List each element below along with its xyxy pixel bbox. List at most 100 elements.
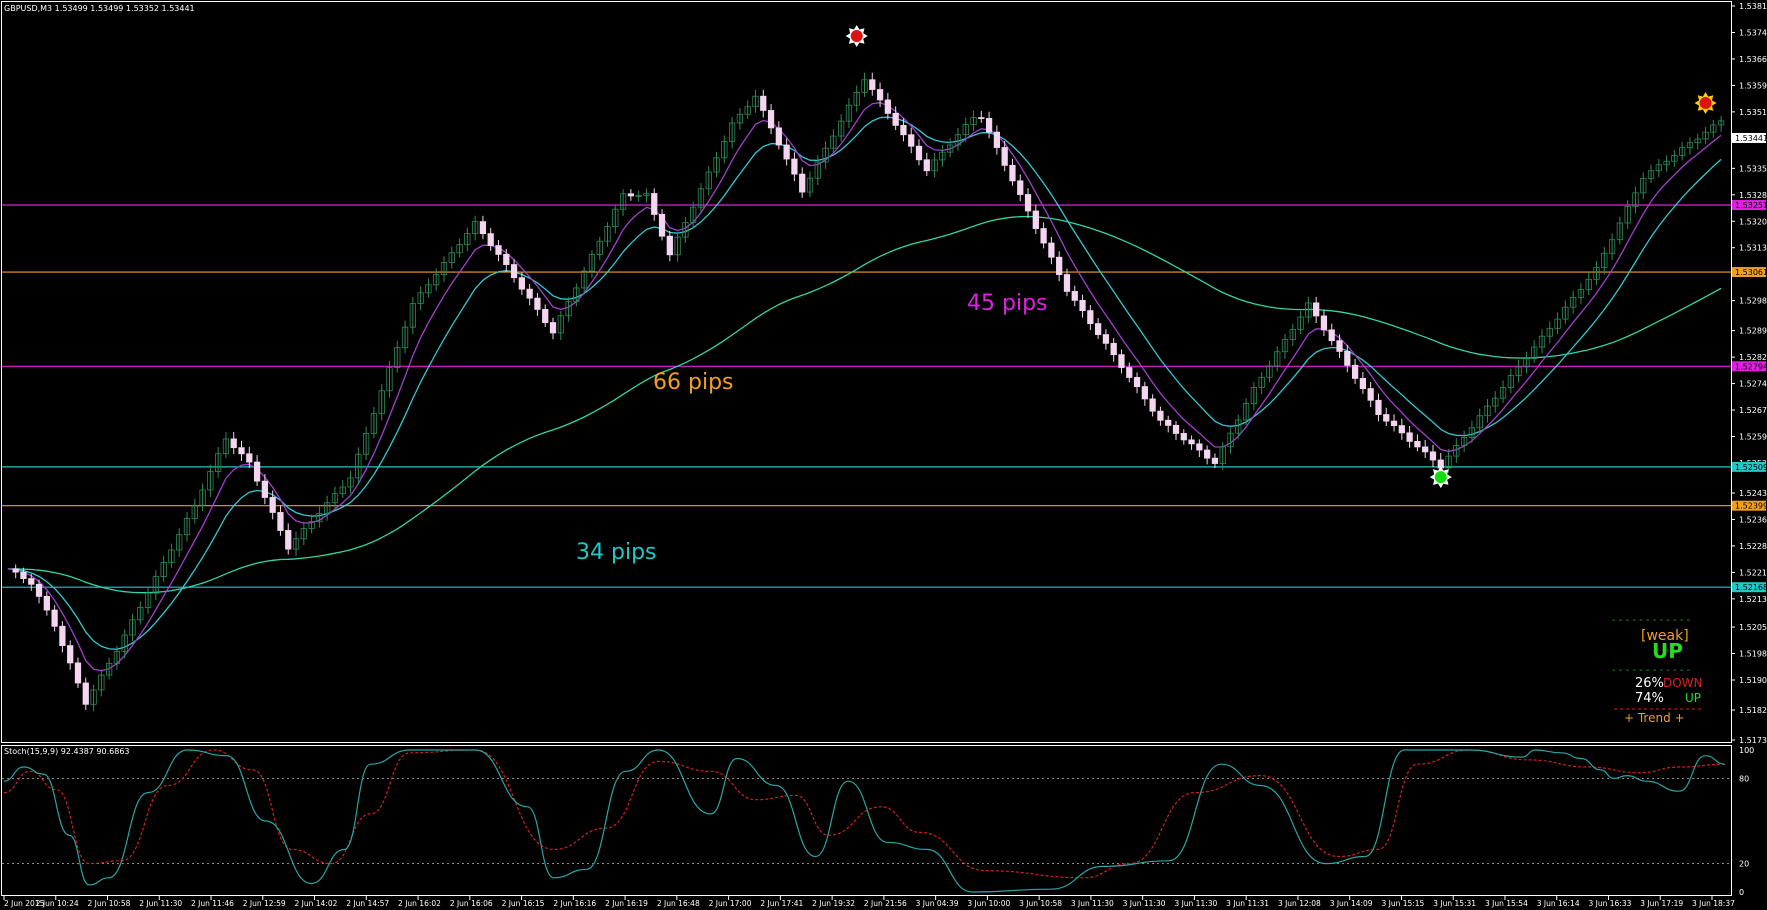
candle-body (1476, 415, 1483, 429)
candle-body (1453, 444, 1460, 457)
candle-body (1063, 274, 1071, 292)
candle-body (619, 193, 627, 210)
candle-body (1180, 433, 1187, 441)
bull-candle (970, 110, 977, 132)
candle-body (1531, 346, 1538, 359)
candle-body (308, 521, 315, 530)
panel-down-label: DOWN (1663, 676, 1703, 690)
time-tick-label: 3 Jun 11:30 (1071, 899, 1114, 908)
bear-candle (1390, 414, 1398, 432)
bull-candle (98, 669, 105, 697)
candle-body (838, 120, 845, 137)
candle-body (1398, 425, 1405, 434)
bull-candle (635, 190, 642, 202)
level-price-tag (1732, 500, 1766, 511)
bull-candle (1242, 398, 1250, 425)
price-tick-label: 1.53130 (1739, 244, 1767, 253)
bull-candle (401, 320, 409, 354)
candle-body (1204, 449, 1211, 459)
candle-body (612, 208, 619, 227)
candle-body (1383, 414, 1390, 422)
time-tick-label: 2 Jun 16:16 (553, 899, 596, 908)
time-tick-label: 2 Jun 17:41 (760, 899, 803, 908)
bull-candle (222, 432, 230, 458)
bull-candle (697, 183, 705, 214)
bear-candle (1102, 329, 1110, 350)
stoch-tick-label: 0 (1739, 888, 1744, 897)
candle-body (176, 534, 183, 551)
candle-body (137, 607, 144, 621)
bull-candle (90, 684, 97, 712)
bull-candle (1227, 428, 1234, 454)
time-tick-label: 3 Jun 15:54 (1485, 899, 1528, 908)
bull-candle (1608, 233, 1616, 260)
time-tick-label: 3 Jun 17:19 (1640, 899, 1683, 908)
bear-candle (246, 446, 253, 468)
bull-candle (1258, 371, 1265, 395)
bull-candle (362, 426, 370, 460)
candle-body (962, 124, 969, 136)
candle-body (1094, 323, 1102, 335)
candle-body (1593, 267, 1600, 280)
candle-body (1305, 302, 1312, 318)
candle-body (1640, 178, 1647, 194)
candle-body (822, 147, 829, 163)
bear-candle (542, 304, 549, 327)
time-tick-label: 3 Jun 10:58 (1019, 899, 1062, 908)
bull-candle (1476, 408, 1483, 434)
candle-body (1679, 147, 1686, 156)
bear-candle (1063, 268, 1071, 297)
bull-candle (1235, 414, 1242, 439)
bear-candle (651, 188, 658, 221)
bull-candle (1281, 333, 1289, 359)
bull-candle (1616, 216, 1623, 245)
candle-body (1577, 289, 1585, 298)
price-tick-label: 1.53355 (1739, 164, 1767, 173)
price-tick-label: 1.53515 (1739, 108, 1767, 117)
bull-candle (705, 166, 712, 196)
price-tick-label: 1.51905 (1739, 676, 1767, 685)
candle-body (74, 662, 82, 684)
bull-candle (744, 100, 751, 119)
bear-candle (760, 89, 767, 118)
bull-candle (370, 406, 378, 439)
bear-candle (783, 138, 790, 166)
price-tick-label: 1.53590 (1739, 81, 1767, 90)
price-tick-label: 1.52595 (1739, 433, 1767, 442)
bull-candle (1297, 311, 1304, 334)
candle-body (1554, 318, 1561, 329)
bull-candle (643, 188, 650, 203)
time-tick-label: 3 Jun 16:33 (1588, 899, 1631, 908)
bull-candle (347, 470, 354, 494)
stoch-tick-label: 100 (1739, 746, 1754, 755)
level-price-label: 1.52794 (1735, 362, 1767, 371)
bull-candle (215, 446, 222, 478)
candle-body (362, 433, 370, 455)
candle-body (744, 106, 751, 115)
candle-body (565, 301, 572, 317)
bear-candle (479, 215, 487, 240)
bull-candle (1655, 158, 1662, 178)
candle-body (113, 650, 121, 664)
bear-candle (35, 579, 43, 604)
bear-candle (1157, 406, 1164, 426)
bull-candle (721, 135, 728, 164)
candle-body (207, 471, 214, 491)
candle-body (1048, 242, 1055, 258)
bear-candle (261, 474, 269, 505)
candle-body (1624, 205, 1631, 224)
candle-body (985, 118, 993, 133)
candle-body (1663, 160, 1670, 166)
candle-body (861, 79, 868, 93)
bear-candle (1211, 453, 1219, 468)
candle-body (1297, 316, 1304, 330)
candle-body (1289, 329, 1296, 340)
ma-slow-line (7, 215, 1722, 594)
bear-candle (1180, 429, 1187, 445)
candle-body (1507, 375, 1514, 388)
bear-candle (1422, 439, 1429, 459)
candle-body (1235, 419, 1242, 434)
candle-body (401, 326, 409, 349)
level-price-label: 1.53061 (1735, 268, 1767, 277)
bear-candle (1383, 407, 1390, 427)
